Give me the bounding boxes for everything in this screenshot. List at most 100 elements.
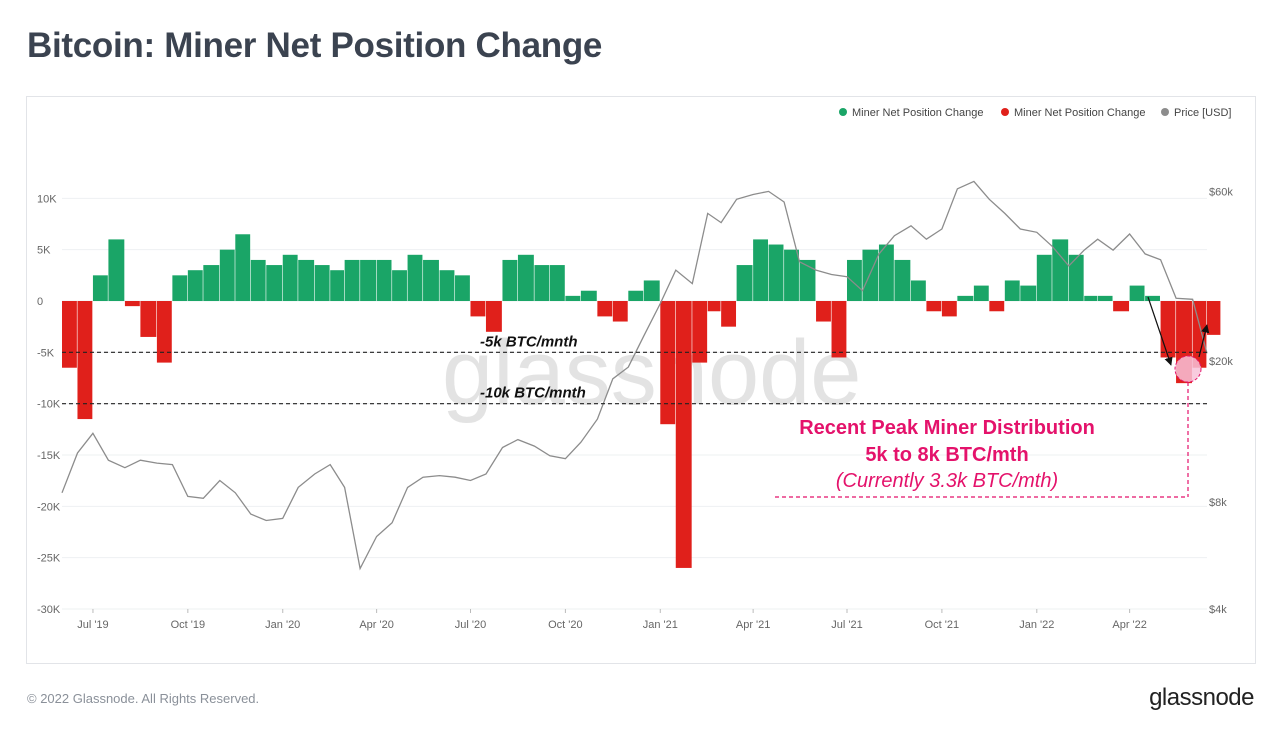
net-position-bar — [692, 301, 708, 363]
price-line — [61, 180, 1208, 571]
net-position-bar — [580, 290, 597, 301]
net-position-bar — [187, 270, 203, 301]
net-position-bar — [549, 265, 565, 301]
net-position-bar — [1052, 239, 1069, 301]
net-position-bar — [862, 249, 879, 301]
net-position-bar — [250, 259, 266, 301]
net-position-bar — [392, 270, 407, 301]
y-tick-label: -25K — [37, 553, 61, 565]
x-tick-label: Jan '21 — [643, 619, 678, 631]
net-position-bar — [612, 301, 628, 322]
net-position-bar — [1145, 295, 1160, 301]
glassnode-logo: glassnode — [1149, 684, 1254, 711]
x-tick-label: Jan '22 — [1019, 619, 1054, 631]
net-position-bar — [124, 301, 140, 307]
legend-marker — [1161, 108, 1169, 116]
x-tick-label: Apr '22 — [1112, 619, 1147, 631]
x-tick-label: Jan '20 — [265, 619, 300, 631]
bars-layer — [62, 234, 1221, 568]
legend-label: Price [USD] — [1174, 107, 1231, 119]
net-position-bar — [753, 239, 768, 301]
net-position-bar — [1004, 280, 1020, 301]
y-tick-label: 10K — [37, 193, 57, 205]
y-tick-label: -5K — [37, 347, 55, 359]
miner-net-position-chart: glassnode -5k BTC/mnth -10k BTC/mnth 10K 5… — [37, 107, 1233, 631]
reference-line-label: -10k BTC/mnth — [480, 385, 586, 402]
chart-panel: glassnode -5k BTC/mnth -10k BTC/mnth 10K 5… — [26, 96, 1256, 664]
legend-marker — [1001, 108, 1009, 116]
y-tick-label: -30K — [37, 604, 61, 616]
net-position-bar — [140, 301, 157, 337]
net-position-bar — [989, 301, 1005, 312]
net-position-bar — [423, 259, 439, 301]
net-position-bar — [1068, 254, 1084, 301]
net-position-bar — [1097, 295, 1113, 301]
net-position-bar — [878, 244, 894, 301]
y-tick-label: -20K — [37, 501, 61, 513]
reference-line-label: -5k BTC/mnth — [480, 333, 578, 350]
net-position-bar — [108, 239, 125, 301]
net-position-bar — [1207, 301, 1221, 335]
net-position-bar — [973, 285, 989, 301]
net-position-bar — [799, 259, 816, 301]
net-position-bar — [455, 275, 470, 301]
net-position-bar — [597, 301, 613, 317]
peak-highlight — [1174, 355, 1202, 383]
x-tick-label: Oct '20 — [548, 619, 583, 631]
y-tick-label: 0 — [37, 296, 43, 308]
net-position-bar — [1160, 301, 1176, 358]
net-position-bar — [941, 301, 957, 317]
net-position-bar — [360, 259, 377, 301]
net-position-bar — [282, 254, 298, 301]
net-position-bar — [768, 244, 784, 301]
x-tick-label: Jul '19 — [77, 619, 108, 631]
net-position-bar — [846, 259, 862, 301]
watermark: glassnode — [442, 322, 861, 424]
legend: Miner Net Position Change Miner Net Posit… — [839, 107, 1231, 119]
net-position-bar — [1084, 295, 1098, 301]
net-position-bar — [926, 301, 942, 312]
y-right-tick-label: $20k — [1209, 356, 1233, 368]
net-position-bar — [784, 249, 799, 301]
legend-label: Miner Net Position Change — [852, 107, 983, 119]
annotation-layer: Recent Peak Miner Distribution 5k to 8k B… — [775, 296, 1210, 498]
annotation-range: 5k to 8k BTC/mth — [865, 444, 1028, 466]
net-position-bar — [910, 280, 926, 301]
net-position-bar — [565, 295, 581, 301]
net-position-bar — [330, 270, 345, 301]
net-position-bar — [707, 301, 721, 312]
net-position-bar — [485, 301, 502, 332]
net-position-bar — [517, 254, 534, 301]
net-position-bar — [831, 301, 847, 358]
y-tick-label: -15K — [37, 450, 61, 462]
net-position-bar — [439, 270, 455, 301]
y-right-tick-label: $4k — [1209, 604, 1227, 616]
net-position-bar — [628, 290, 644, 301]
net-position-bar — [894, 259, 911, 301]
net-position-bar — [736, 265, 753, 301]
x-tick-label: Apr '21 — [736, 619, 771, 631]
copyright-text: © 2022 Glassnode. All Rights Reserved. — [27, 691, 260, 706]
legend-label: Miner Net Position Change — [1014, 107, 1145, 119]
net-position-bar — [92, 275, 108, 301]
net-position-bar — [675, 301, 692, 568]
net-position-bar — [1113, 301, 1130, 312]
x-tick-label: Apr '20 — [359, 619, 394, 631]
annotation-title: Recent Peak Miner Distribution — [799, 417, 1095, 439]
x-tick-label: Jul '21 — [831, 619, 862, 631]
net-position-bar — [298, 259, 315, 301]
y-right-tick-label: $60k — [1209, 186, 1233, 198]
net-position-bar — [156, 301, 172, 363]
page-title: Bitcoin: Miner Net Position Change — [27, 26, 603, 65]
net-position-bar — [314, 265, 330, 301]
net-position-bar — [344, 259, 360, 301]
net-position-bar — [1020, 285, 1037, 301]
legend-marker — [839, 108, 847, 116]
price-layer — [61, 180, 1208, 571]
net-position-bar — [1192, 301, 1207, 368]
net-position-bar — [376, 259, 392, 301]
x-tick-label: Oct '21 — [925, 619, 960, 631]
current-arrow — [1198, 324, 1210, 358]
annotation-current: (Currently 3.3k BTC/mth) — [836, 470, 1058, 492]
net-position-bar — [1036, 254, 1052, 301]
